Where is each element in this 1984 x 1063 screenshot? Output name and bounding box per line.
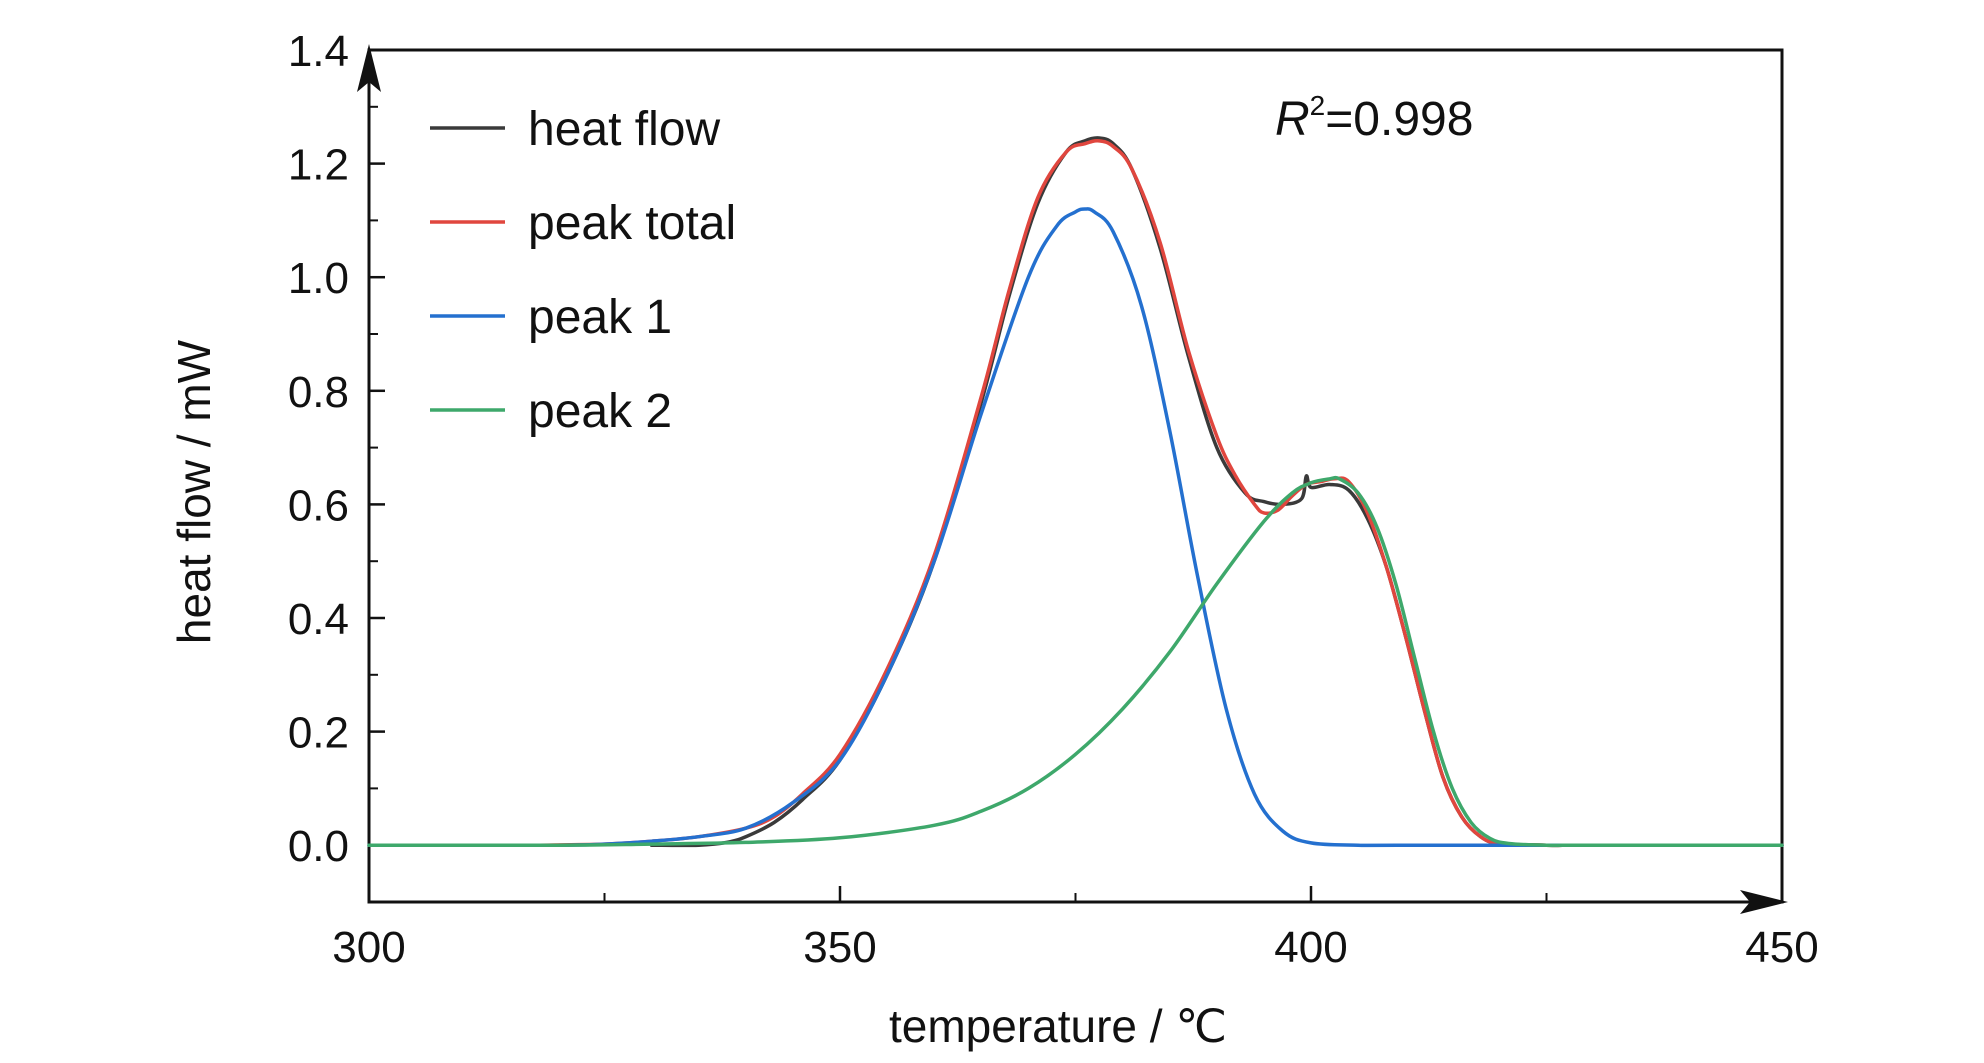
x-axis-title: temperature / ℃ — [889, 1000, 1227, 1052]
x-axis-arrow — [1740, 890, 1788, 914]
r-value: =0.998 — [1325, 93, 1473, 146]
series-group — [367, 136, 1784, 848]
y-tick-label: 0.6 — [288, 481, 349, 530]
y-tick-label: 1.4 — [288, 27, 349, 76]
x-tick-label: 350 — [803, 923, 876, 972]
r-superscript: 2 — [1310, 90, 1326, 121]
series-line-peak-total — [536, 139, 1784, 848]
y-tick-label: 0.8 — [288, 368, 349, 417]
y-axis-title: heat flow / mW — [168, 339, 220, 644]
y-tick-label: 0.4 — [288, 595, 349, 644]
legend-label-heat-flow: heat flow — [528, 103, 720, 156]
tick-label-group: 300 350 400 450 0.0 0.2 0.4 0.6 0.8 1.0 1.2 1.4 — [288, 27, 1819, 972]
r-symbol: R — [1275, 93, 1310, 146]
series-line-heat-flow — [649, 136, 1784, 848]
y-tick-label: 1.0 — [288, 254, 349, 303]
y-tick-label: 0.2 — [288, 709, 349, 758]
y-axis-arrow — [357, 44, 381, 92]
series-line-peak-2 — [367, 475, 1784, 848]
y-tick-label: 1.2 — [288, 141, 349, 190]
x-tick-label: 450 — [1745, 923, 1818, 972]
y-tick-label: 0.0 — [288, 822, 349, 871]
plot-frame — [367, 48, 1784, 904]
x-tick-label: 300 — [332, 923, 405, 972]
x-tick-label: 400 — [1274, 923, 1347, 972]
legend-label-peak-1: peak 1 — [528, 291, 672, 344]
r-squared-annotation: R2=0.998 — [1275, 90, 1473, 146]
tick-group — [367, 48, 1784, 902]
legend-label-peak-total: peak total — [528, 197, 736, 250]
legend-label-peak-2: peak 2 — [528, 385, 672, 438]
series-line-peak-1 — [367, 207, 1784, 848]
legend: heat flow peak total peak 1 peak 2 — [430, 103, 736, 438]
